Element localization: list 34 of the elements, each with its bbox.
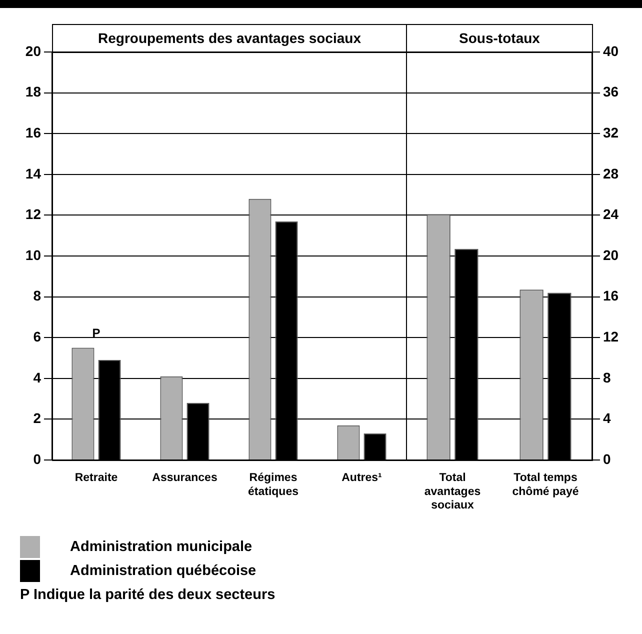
y-tick-label: 18: [25, 84, 42, 100]
legend-label: Administration québécoise: [70, 563, 256, 579]
chart-title: Regroupements des avantages sociaux: [52, 24, 407, 52]
y-tick-label: 20: [25, 42, 42, 59]
y2-tick-label: 28: [603, 165, 619, 182]
y2-tick-label: 0: [603, 450, 611, 467]
y-tick-label: 8: [33, 288, 42, 304]
y2-tick-label: 8: [603, 369, 611, 386]
y2-tick-label: 4: [603, 410, 611, 426]
y-tick-label: 12: [25, 206, 42, 222]
x-tick-label: Total temps chômé payé: [512, 472, 579, 498]
y2-tick-label: 20: [603, 246, 619, 263]
y-tick-label: 2: [33, 410, 42, 426]
y-tick-label: 6: [33, 328, 42, 344]
y2-tick-label: 32: [603, 124, 619, 140]
x-tick-label: Total avantages sociaux: [424, 472, 481, 512]
y-tick-label: 0: [33, 450, 42, 467]
y2-tick-label: 40: [603, 42, 619, 59]
x-tick-label: Assurances: [152, 472, 218, 484]
y-tick-label: 4: [33, 369, 42, 386]
x-tick-label: Autres¹: [342, 472, 382, 484]
y-tick-label: 16: [25, 124, 42, 140]
annotation: P: [92, 326, 100, 340]
x-tick-label: Retraite: [74, 472, 118, 484]
y2-tick-label: 36: [603, 84, 619, 100]
y-tick-label: 10: [25, 246, 42, 263]
text: P Indique la parité des deux secteurs: [20, 587, 276, 603]
chart-title: Sous-totaux: [406, 24, 593, 52]
legend-label: Administration municipale: [70, 539, 252, 555]
y2-tick-label: 16: [603, 288, 619, 304]
y2-tick-label: 12: [603, 328, 619, 344]
y2-tick-label: 24: [603, 206, 619, 222]
y-tick-label: 14: [25, 165, 42, 182]
x-tick-label: Régimes étatiques: [248, 472, 298, 498]
